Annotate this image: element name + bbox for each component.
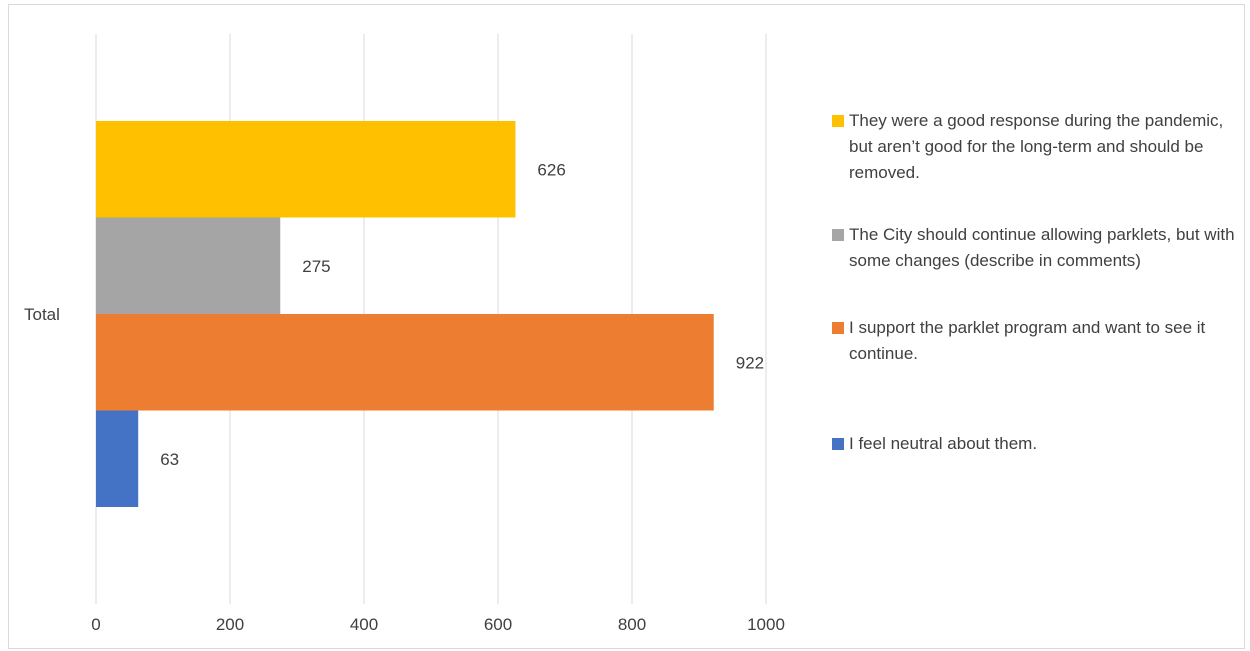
- legend-swatch: [832, 115, 844, 127]
- data-label: 626: [537, 160, 565, 179]
- axis-labels: 0 200 400 600 800 1000 Total: [24, 305, 785, 634]
- legend-item: I feel neutral about them.: [832, 431, 1249, 457]
- x-tick-label: 1000: [747, 615, 785, 634]
- legend-swatch: [832, 438, 844, 450]
- bar: [96, 121, 516, 218]
- data-label: 275: [302, 257, 330, 276]
- legend-label: I feel neutral about them.: [849, 434, 1038, 453]
- bar: [96, 217, 281, 314]
- bar: [96, 410, 139, 507]
- legend-item: They were a good response during the pan…: [832, 108, 1249, 186]
- x-tick-label: 400: [350, 615, 378, 634]
- x-tick-label: 600: [484, 615, 512, 634]
- x-tick-label: 200: [216, 615, 244, 634]
- legend-label: I support the parklet program and want t…: [849, 318, 1206, 363]
- x-tick-label: 800: [618, 615, 646, 634]
- x-tick-label: 0: [91, 615, 100, 634]
- bar: [96, 314, 714, 411]
- data-label: 63: [160, 450, 179, 469]
- legend-label: They were a good response during the pan…: [849, 111, 1224, 182]
- data-label: 922: [736, 353, 764, 372]
- bars: [96, 121, 714, 507]
- chart-frame: [8, 4, 1245, 649]
- legend-label: The City should continue allowing parkle…: [849, 225, 1235, 270]
- data-labels: 626 275 922 63: [160, 160, 764, 469]
- legend-item: The City should continue allowing parkle…: [832, 222, 1249, 274]
- legend-swatch: [832, 229, 844, 241]
- legend-swatch: [832, 322, 844, 334]
- legend-item: I support the parklet program and want t…: [832, 315, 1249, 367]
- category-label: Total: [24, 305, 60, 324]
